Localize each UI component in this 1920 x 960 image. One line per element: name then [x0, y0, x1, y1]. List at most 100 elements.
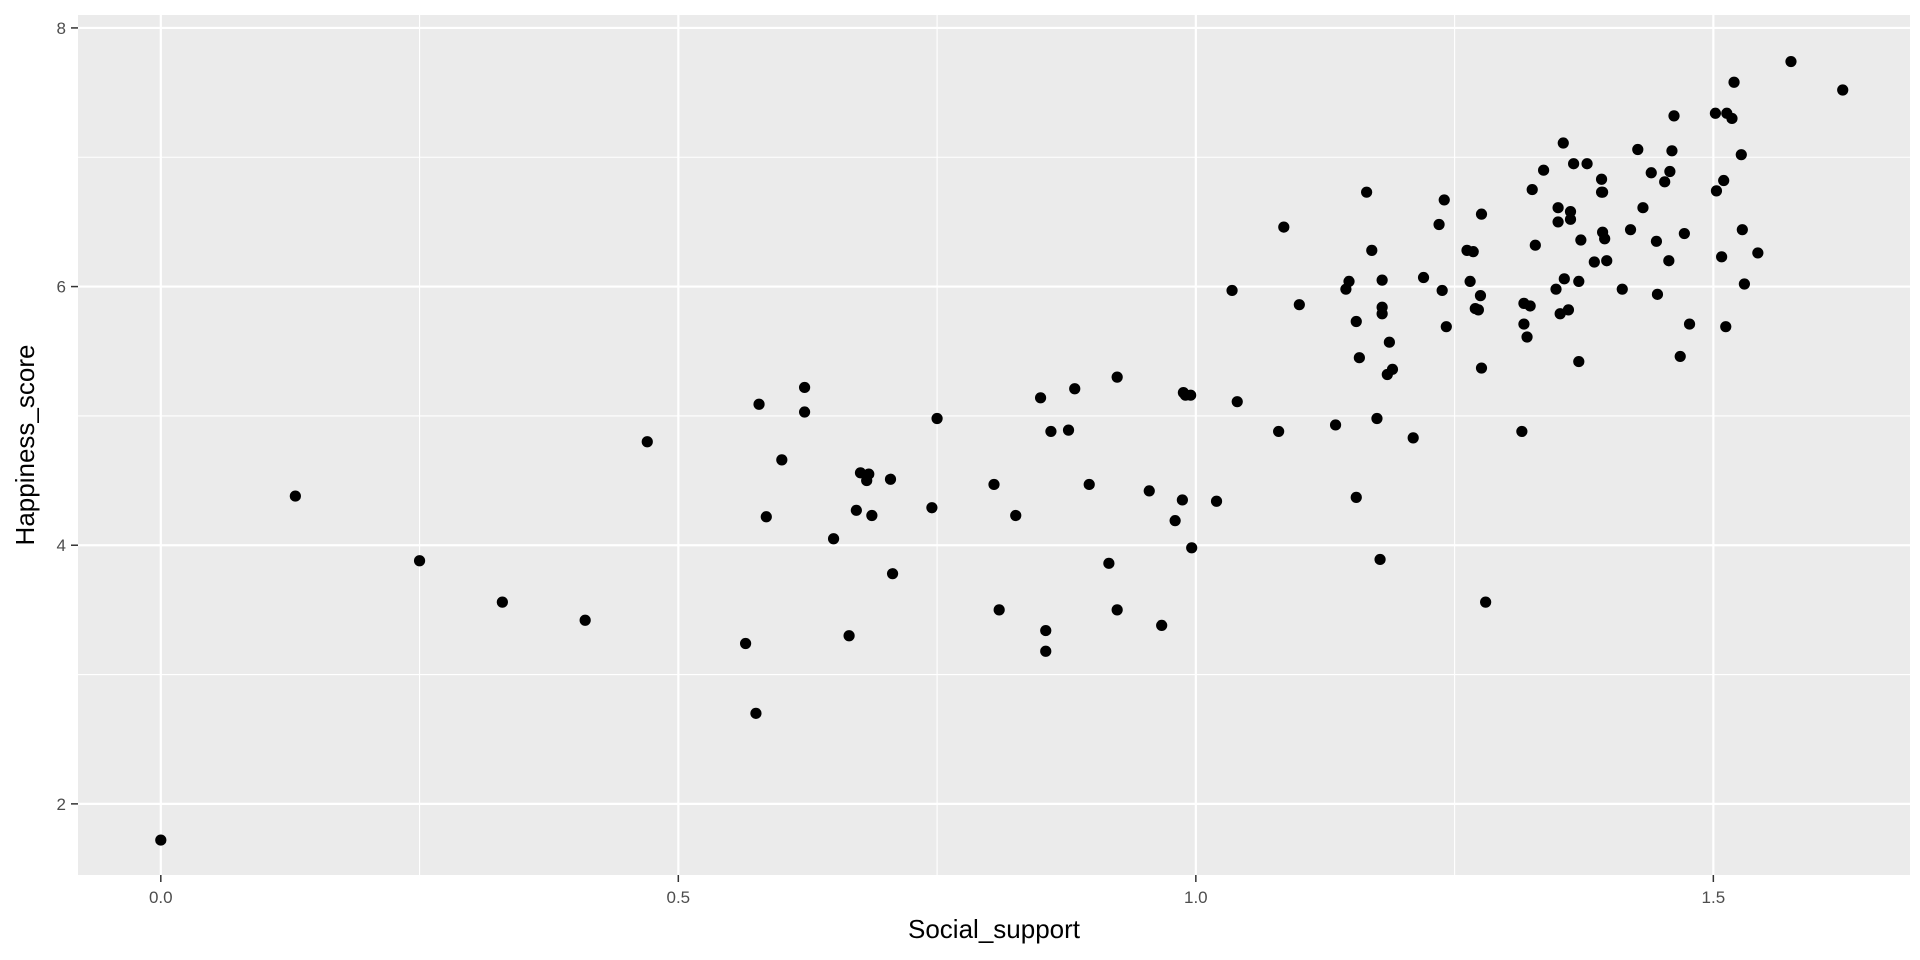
data-point: [1674, 350, 1686, 363]
data-point: [1668, 110, 1680, 122]
y-axis: 2 4 6 8: [57, 19, 78, 814]
x-tick-label: 0.5: [666, 888, 690, 907]
data-point: [1664, 165, 1676, 178]
data-point: [1710, 185, 1723, 197]
data-point: [1438, 194, 1450, 206]
data-point: [1329, 419, 1342, 431]
data-point: [1568, 158, 1580, 170]
data-point: [798, 406, 811, 418]
data-point: [1474, 290, 1487, 302]
data-point: [1645, 167, 1657, 179]
x-axis-title: Social_support: [908, 914, 1081, 944]
data-point: [1564, 213, 1577, 225]
data-point: [1588, 256, 1600, 268]
data-point: [1785, 55, 1797, 68]
data-point: [798, 381, 811, 394]
data-point: [1581, 158, 1593, 170]
data-point: [155, 834, 167, 846]
data-point: [1034, 392, 1047, 404]
data-point: [579, 614, 591, 626]
data-point: [1550, 283, 1562, 295]
data-point: [1273, 425, 1285, 438]
data-point: [1111, 604, 1123, 616]
data-point: [1069, 383, 1081, 395]
data-point: [1210, 495, 1223, 507]
data-point: [854, 467, 867, 479]
data-point: [1736, 224, 1748, 236]
data-point: [1564, 205, 1577, 218]
data-point: [1659, 176, 1671, 188]
data-point: [1366, 244, 1378, 256]
data-point: [1716, 251, 1728, 263]
data-point: [884, 473, 897, 485]
data-point: [1361, 186, 1373, 198]
data-point: [1040, 645, 1052, 657]
data-point: [1666, 145, 1678, 157]
data-point: [827, 533, 840, 545]
x-tick-label: 1.0: [1184, 888, 1208, 907]
data-point: [776, 454, 788, 466]
data-point: [988, 478, 1000, 491]
data-point: [1601, 255, 1613, 267]
data-point: [1651, 288, 1664, 300]
data-point: [1752, 247, 1764, 259]
data-point: [1480, 596, 1492, 608]
data-point: [1226, 284, 1238, 297]
x-tick-label: 1.5: [1702, 888, 1726, 907]
data-point: [886, 568, 899, 580]
data-point: [1472, 304, 1484, 316]
data-point: [1573, 355, 1585, 368]
data-point: [1440, 321, 1452, 333]
data-point: [1103, 557, 1115, 569]
data-point: [1738, 278, 1750, 290]
data-point: [1374, 553, 1386, 566]
data-point: [1683, 318, 1696, 330]
data-point: [1632, 143, 1644, 156]
data-point: [1169, 515, 1181, 527]
data-point: [1353, 352, 1365, 364]
data-point: [1521, 331, 1533, 343]
data-point: [1417, 271, 1430, 284]
data-point: [1156, 619, 1168, 632]
major-gridlines: [78, 15, 1910, 875]
data-point: [1516, 425, 1528, 438]
data-point: [496, 596, 508, 608]
data-point: [1552, 216, 1564, 228]
data-point: [1650, 235, 1663, 247]
data-point: [1557, 137, 1569, 149]
data-point: [1720, 321, 1732, 333]
data-point: [1062, 424, 1075, 436]
data-point: [1371, 412, 1383, 425]
data-point: [750, 707, 762, 719]
data-point: [1475, 208, 1488, 220]
data-point: [289, 490, 301, 502]
data-point: [1596, 186, 1609, 198]
data-point: [1524, 300, 1536, 312]
data-point: [1376, 274, 1388, 286]
data-point: [1837, 84, 1849, 96]
data-point: [1350, 491, 1362, 503]
data-point: [1231, 396, 1243, 408]
data-point: [1562, 304, 1575, 316]
data-point: [1111, 371, 1123, 383]
data-point: [1552, 202, 1564, 214]
data-point: [1343, 275, 1355, 288]
data-point: [1709, 107, 1722, 119]
minor-gridlines: [78, 15, 1910, 875]
y-tick-label: 6: [57, 278, 66, 297]
data-point: [1386, 363, 1399, 375]
data-point: [1595, 173, 1608, 185]
data-point: [739, 637, 752, 650]
y-axis-title: Happiness_score: [10, 345, 40, 546]
data-point: [760, 511, 772, 523]
data-point: [1376, 308, 1388, 320]
data-point: [1407, 432, 1419, 444]
data-point: [1529, 239, 1541, 251]
data-point: [1010, 509, 1022, 522]
data-point: [1045, 425, 1057, 438]
data-point: [1433, 218, 1445, 231]
data-point: [641, 436, 653, 448]
data-point: [1518, 318, 1530, 330]
data-point: [1575, 234, 1587, 246]
